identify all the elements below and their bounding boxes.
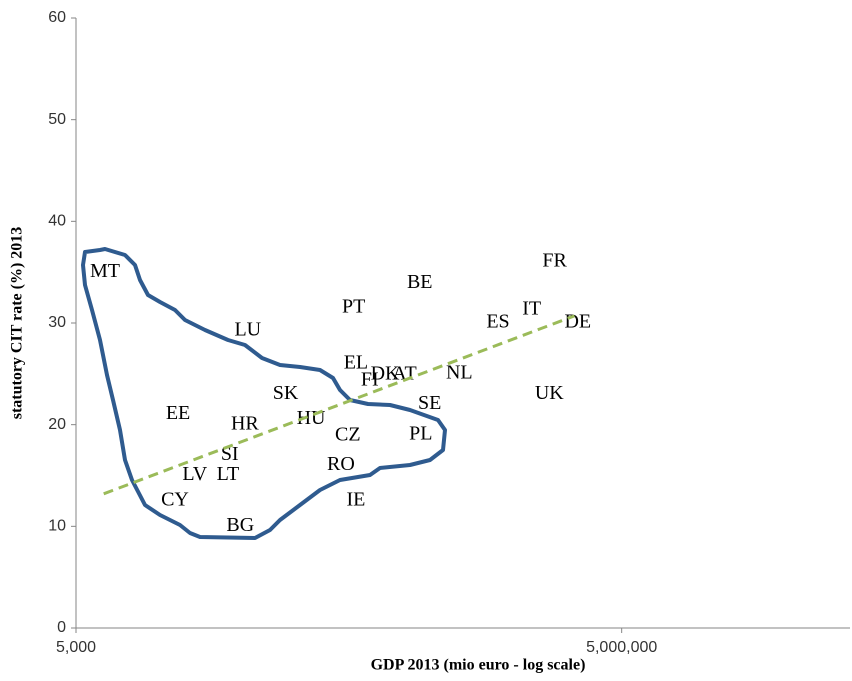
point-label: EL (344, 351, 368, 373)
point-label: CZ (335, 423, 361, 445)
point-label: SK (273, 382, 299, 404)
point-label: LU (234, 319, 261, 341)
point-label: RO (327, 453, 355, 475)
point-label: PL (409, 422, 432, 444)
x-axis-title: GDP 2013 (mio euro - log scale) (371, 657, 586, 674)
point-label: BE (407, 271, 433, 293)
point-label: IT (522, 297, 541, 319)
point-label: FI (361, 369, 379, 391)
x-tick-label: 5,000,000 (586, 639, 657, 656)
point-label: NL (446, 361, 473, 383)
point-label: IE (347, 489, 366, 511)
y-tick-label: 40 (48, 213, 66, 230)
point-label: SE (418, 392, 441, 414)
point-label: UK (535, 382, 564, 404)
point-label: EE (166, 402, 190, 424)
point-label: MT (90, 260, 120, 282)
y-axis-title: statutory CIT rate (%) 2013 (9, 227, 26, 420)
point-label: DE (564, 311, 591, 333)
y-tick-label: 20 (48, 416, 66, 433)
point-label: LT (217, 463, 240, 485)
point-label: PT (342, 295, 365, 317)
point-label: CY (161, 489, 189, 511)
y-tick-label: 0 (57, 619, 66, 636)
point-label: DK (371, 362, 400, 384)
y-tick-label: 10 (48, 518, 66, 535)
y-tick-label: 30 (48, 314, 66, 331)
trendline (103, 314, 575, 496)
x-tick-label: 5,000 (56, 639, 96, 656)
y-tick-label: 50 (48, 111, 66, 128)
point-label: ES (486, 311, 509, 333)
cluster-outline (81, 247, 447, 540)
point-label: FR (542, 250, 567, 272)
point-label: LV (182, 463, 207, 485)
point-label: HR (231, 412, 259, 434)
point-label: BG (226, 514, 254, 536)
y-tick-label: 60 (48, 9, 66, 26)
